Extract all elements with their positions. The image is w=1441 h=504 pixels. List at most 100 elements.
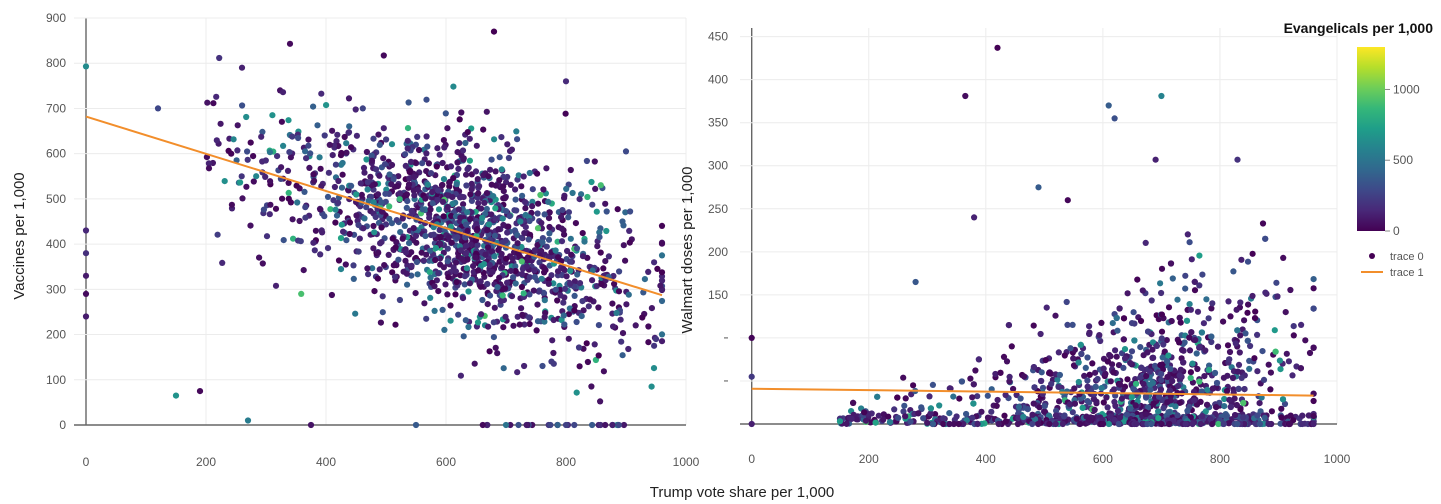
data-point	[474, 319, 482, 326]
data-point	[1024, 406, 1031, 413]
data-point	[561, 321, 568, 328]
data-point	[620, 242, 627, 249]
data-point	[502, 313, 509, 320]
data-point	[543, 243, 550, 250]
legend-label[interactable]: trace 1	[1390, 267, 1424, 279]
data-point	[1164, 399, 1171, 406]
data-point	[1093, 398, 1100, 405]
data-point	[569, 189, 576, 197]
data-point	[511, 186, 519, 193]
data-point	[256, 254, 263, 261]
y-tick-label: 450	[708, 30, 728, 44]
data-point	[1237, 299, 1244, 306]
data-point	[374, 275, 381, 282]
data-point	[1043, 304, 1050, 311]
data-point	[438, 182, 446, 189]
data-point	[550, 349, 557, 357]
data-point	[1207, 416, 1214, 423]
data-point	[1001, 412, 1008, 419]
data-point	[639, 314, 646, 321]
data-point	[1158, 265, 1166, 272]
scatter-points-trace-0	[82, 28, 666, 429]
data-point	[390, 176, 397, 183]
data-point	[267, 201, 274, 208]
data-point	[239, 195, 246, 202]
x-tick-label: 400	[316, 455, 336, 469]
data-point	[485, 173, 492, 180]
data-point	[515, 172, 522, 179]
data-point	[1202, 408, 1209, 415]
data-point	[1157, 386, 1165, 393]
data-point	[460, 333, 467, 340]
trend-line-trace-1	[751, 387, 1314, 397]
data-point	[324, 193, 332, 200]
data-point	[576, 280, 584, 287]
data-point	[1233, 306, 1240, 313]
data-point	[1052, 420, 1059, 428]
data-point	[595, 304, 602, 311]
data-point	[1104, 358, 1111, 365]
data-point	[505, 154, 512, 162]
data-point	[455, 311, 462, 318]
data-point	[510, 322, 517, 329]
data-point	[967, 375, 974, 382]
data-point	[243, 183, 250, 190]
data-point	[1082, 364, 1089, 371]
data-point	[1277, 366, 1284, 373]
data-point	[375, 249, 382, 256]
data-point	[364, 186, 371, 193]
data-point	[335, 257, 343, 264]
data-point	[1105, 420, 1112, 428]
data-point	[1182, 272, 1189, 279]
colorbar-tick-label: 1000	[1393, 82, 1420, 96]
data-point	[430, 231, 437, 238]
legend-label[interactable]: trace 0	[1390, 251, 1424, 263]
data-point	[562, 78, 570, 85]
data-point	[1199, 413, 1206, 420]
data-point	[397, 229, 404, 236]
x-tick-label: 600	[1093, 452, 1113, 466]
data-point	[558, 225, 565, 232]
data-point	[645, 323, 652, 330]
data-point	[450, 83, 457, 90]
data-point	[1112, 402, 1119, 410]
data-point	[1238, 374, 1245, 381]
data-point	[891, 406, 898, 413]
data-point	[918, 404, 925, 411]
data-point	[343, 140, 350, 147]
data-point	[389, 235, 396, 242]
data-point	[470, 263, 477, 270]
legend[interactable]: trace 0 trace 1	[1361, 251, 1424, 279]
data-point	[1114, 407, 1122, 415]
data-point	[475, 200, 482, 207]
data-point	[588, 178, 595, 186]
data-point	[414, 186, 421, 193]
data-point	[1251, 315, 1259, 322]
data-point	[427, 247, 434, 254]
data-point	[545, 198, 552, 205]
data-point	[836, 418, 844, 425]
data-point	[994, 396, 1001, 404]
x-tick-label: 800	[556, 455, 576, 469]
data-point	[481, 261, 488, 268]
data-point	[423, 150, 430, 157]
data-point	[526, 291, 533, 298]
data-point	[521, 362, 528, 370]
data-point	[1290, 332, 1297, 339]
data-point	[540, 289, 547, 296]
data-point	[1053, 407, 1060, 414]
data-point	[328, 291, 335, 299]
data-point	[1143, 372, 1150, 380]
data-point	[440, 213, 447, 220]
data-point	[449, 200, 456, 208]
data-point	[880, 416, 887, 423]
data-point	[1310, 413, 1317, 420]
data-point	[514, 369, 521, 376]
data-point	[333, 212, 341, 219]
data-point	[576, 363, 583, 370]
data-point	[560, 299, 567, 306]
data-point	[1176, 399, 1183, 406]
data-point	[1038, 369, 1045, 376]
data-point	[476, 183, 483, 190]
